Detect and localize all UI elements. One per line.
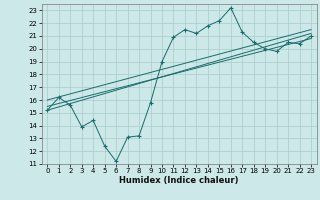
X-axis label: Humidex (Indice chaleur): Humidex (Indice chaleur) bbox=[119, 176, 239, 185]
